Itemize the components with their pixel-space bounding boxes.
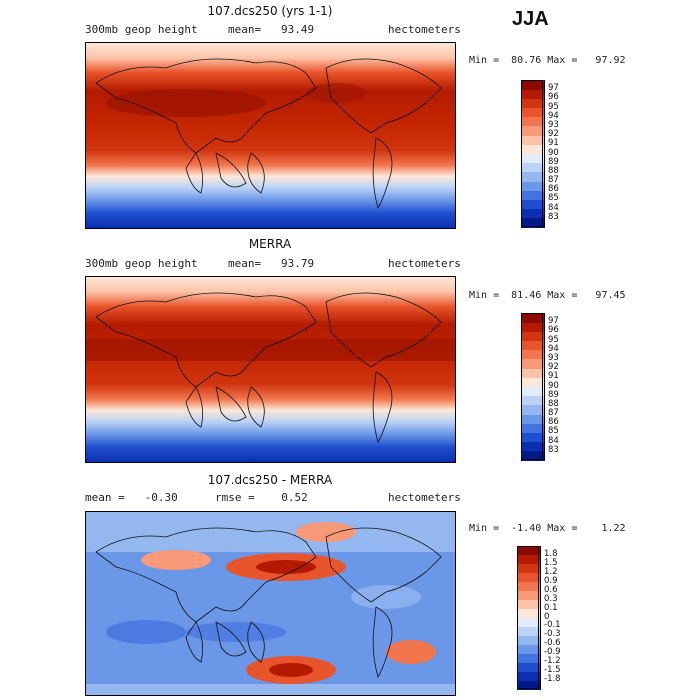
colorbar-tick-label: 89 xyxy=(548,156,559,167)
panel-2-mean: mean= 93.79 xyxy=(228,257,315,270)
colorbar-tick-label: 87 xyxy=(548,408,559,419)
colorbar-tick-label: -0.3 xyxy=(544,629,561,640)
panel-1-coastlines xyxy=(95,58,442,210)
panel-2-minmax: Min = 81.46 Max = 97.45 xyxy=(469,290,626,301)
colorbar-tick-label: 95 xyxy=(548,101,559,112)
colorbar-tick-label: 94 xyxy=(548,110,559,121)
colorbar-tick-label: 94 xyxy=(548,343,559,354)
colorbar-tick-label: 1.2 xyxy=(544,566,558,577)
colorbar-tick-label: 85 xyxy=(548,193,559,204)
panel-1-map xyxy=(85,42,456,229)
colorbar-tick-label: 90 xyxy=(548,380,559,391)
colorbar-tick-label: 0.9 xyxy=(544,575,558,586)
panel-2-high-band xyxy=(86,339,455,361)
panel-1-title: 107.dcs250 (yrs 1-1) xyxy=(207,4,333,18)
colorbar-tick-label: 89 xyxy=(548,389,559,400)
colorbar-tick-label: 1.8 xyxy=(544,548,558,559)
colorbar-tick-label: 95 xyxy=(548,334,559,345)
colorbar-tick-label: 88 xyxy=(548,165,559,176)
colorbar-tick-label: 1.5 xyxy=(544,557,558,568)
colorbar-tick-label: 97 xyxy=(548,316,559,327)
panel-3-minmax: Min = -1.40 Max = 1.22 xyxy=(469,523,626,534)
panel-3-map xyxy=(85,511,456,696)
panel-2-field-label: 300mb geop height xyxy=(85,257,198,270)
colorbar-tick-label: 92 xyxy=(548,362,559,373)
colorbar-tick-label: 83 xyxy=(548,444,559,455)
colorbar-tick-label: 96 xyxy=(548,325,559,336)
panel-3-units: hectometers xyxy=(388,491,461,504)
colorbar-tick-label: -0.1 xyxy=(544,620,561,631)
panel-2-units: hectometers xyxy=(388,257,461,270)
panel-1-field-label: 300mb geop height xyxy=(85,23,198,36)
colorbar-tick-label: 84 xyxy=(548,202,559,213)
panel-3-colorbar: 1.8 1.5 1.2 0.9 0.6 0.3 0.1 0 -0.1 -0.3 -0.6 -0.9 -1… xyxy=(517,546,577,690)
panel-1-high-region xyxy=(106,89,266,117)
colorbar-tick-label: 86 xyxy=(548,417,559,428)
panel-2-title: MERRA xyxy=(248,237,292,251)
colorbar-tick-label: -0.9 xyxy=(544,647,561,658)
colorbar-tick-label: 92 xyxy=(548,129,559,140)
colorbar-tick-label: 0 xyxy=(544,611,550,622)
colorbar-tick-label: 90 xyxy=(548,147,559,158)
colorbar-tick-label: 85 xyxy=(548,426,559,437)
colorbar-tick-label: 93 xyxy=(548,352,559,363)
colorbar-tick-label: 86 xyxy=(548,184,559,195)
colorbar-tick-label: 83 xyxy=(548,211,559,222)
colorbar-tick-label: 0.3 xyxy=(544,593,558,604)
panel-2-map xyxy=(85,276,456,463)
colorbar-tick-label: 0.6 xyxy=(544,584,558,595)
colorbar-tick-label: 97 xyxy=(548,83,559,94)
colorbar-tick-label: -0.6 xyxy=(544,638,561,649)
colorbar-tick-label: -1.5 xyxy=(544,665,561,676)
panel-1-units: hectometers xyxy=(388,23,461,36)
panel-3-coastlines xyxy=(95,527,442,679)
panel-2-coastlines xyxy=(95,292,442,444)
colorbar-tick-label: 96 xyxy=(548,92,559,103)
colorbar-tick-label: 88 xyxy=(548,398,559,409)
season-label: JJA xyxy=(512,8,549,30)
panel-3-title: 107.dcs250 - MERRA xyxy=(207,473,333,487)
colorbar-tick-label: 93 xyxy=(548,119,559,130)
panel-1-minmax: Min = 80.76 Max = 97.92 xyxy=(469,55,626,66)
colorbar-tick-label: -1.8 xyxy=(544,674,561,685)
colorbar-tick-label: 91 xyxy=(548,371,559,382)
colorbar-tick-label: 84 xyxy=(548,435,559,446)
panel-3-rmse: rmse = 0.52 xyxy=(215,491,308,504)
panel-1-mean: mean= 93.49 xyxy=(228,23,315,36)
colorbar-tick-label: 0.1 xyxy=(544,602,558,613)
colorbar-tick-label: 87 xyxy=(548,175,559,186)
panel-1-colorbar: 97 96 95 94 93 92 91 90 89 88 87 86 85 84 83 xyxy=(521,80,581,228)
panel-3-mean: mean = -0.30 xyxy=(85,491,178,504)
colorbar-tick-label: 91 xyxy=(548,138,559,149)
panel-2-colorbar: 97 96 95 94 93 92 91 90 89 88 87 86 85 84 83 xyxy=(521,313,581,461)
colorbar-tick-label: -1.2 xyxy=(544,656,561,667)
